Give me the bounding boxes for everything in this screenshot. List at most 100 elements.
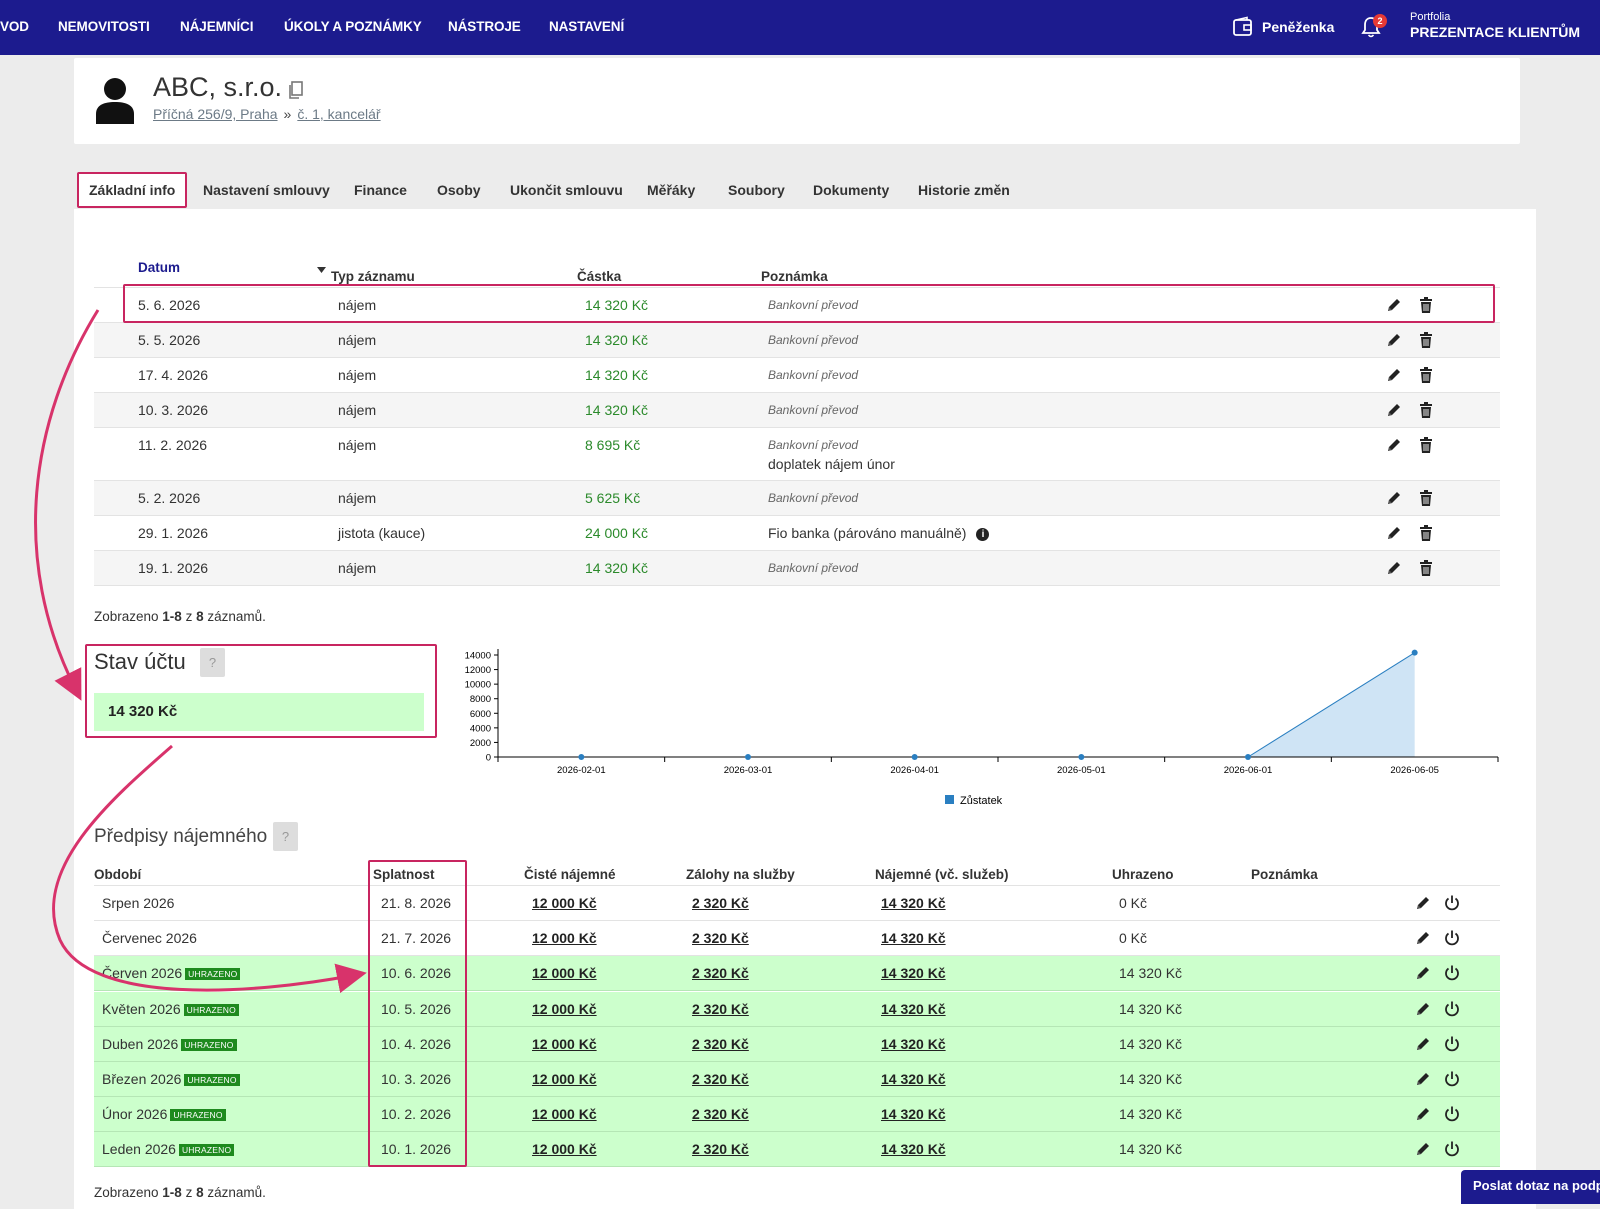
prescriptions-help-button[interactable]: ? — [273, 822, 298, 851]
delete-icon[interactable] — [1417, 436, 1435, 454]
net-rent-link[interactable]: 12 000 Kč — [532, 895, 597, 911]
prescription-due-date: 10. 3. 2026 — [381, 1071, 452, 1087]
total-rent-link[interactable]: 14 320 Kč — [881, 930, 946, 947]
power-icon[interactable] — [1443, 1035, 1461, 1053]
edit-icon[interactable] — [1414, 1000, 1432, 1018]
total-rent-link[interactable]: 14 320 Kč — [881, 895, 946, 911]
support-button[interactable]: Poslat dotaz na podporu — [1461, 1170, 1600, 1204]
edit-icon[interactable] — [1414, 894, 1432, 912]
service-advance-link[interactable]: 2 320 Kč — [692, 895, 749, 911]
page-title: ABC, s.r.o. — [153, 72, 283, 102]
copy-icon[interactable] — [287, 80, 305, 100]
info-icon[interactable]: i — [976, 528, 990, 541]
delete-icon[interactable] — [1417, 524, 1435, 542]
delete-icon[interactable] — [1417, 401, 1435, 419]
service-advance-link[interactable]: 2 320 Kč — [692, 1035, 749, 1052]
payment-date: 10. 3. 2026 — [138, 402, 209, 418]
nav-item-tools[interactable]: NÁSTROJE — [448, 19, 521, 34]
tab-files[interactable]: Soubory — [728, 182, 785, 198]
edit-icon[interactable] — [1385, 296, 1403, 314]
net-rent-link[interactable]: 12 000 Kč — [532, 930, 597, 947]
net-rent-link[interactable]: 12 000 Kč — [532, 1141, 597, 1158]
column-header-service-advance: Zálohy na služby — [686, 867, 795, 882]
edit-icon[interactable] — [1385, 489, 1403, 507]
period-label: Duben 2026 — [102, 1035, 179, 1052]
total-rent-link[interactable]: 14 320 Kč — [881, 1106, 946, 1123]
delete-icon[interactable] — [1417, 559, 1435, 577]
net-rent-link[interactable]: 12 000 Kč — [532, 1106, 597, 1123]
edit-icon[interactable] — [1414, 964, 1432, 982]
delete-icon[interactable] — [1417, 366, 1435, 384]
delete-icon[interactable] — [1417, 331, 1435, 349]
column-header-type[interactable]: Typ záznamu — [331, 269, 415, 284]
nav-item-properties[interactable]: NEMOVITOSTI — [58, 19, 150, 34]
delete-icon[interactable] — [1417, 489, 1435, 507]
notifications-button[interactable]: 2 — [1360, 14, 1387, 41]
edit-icon[interactable] — [1385, 366, 1403, 384]
service-advance-link[interactable]: 2 320 Kč — [692, 1071, 749, 1087]
nav-item-tenants[interactable]: NÁJEMNÍCI — [180, 19, 254, 34]
payment-amount: 14 320 Kč — [585, 297, 649, 313]
portfolio-selector[interactable]: Portfolia PREZENTACE KLIENTŮM — [1410, 11, 1580, 40]
tab-contract-settings[interactable]: Nastavení smlouvy — [203, 182, 330, 198]
tab-history[interactable]: Historie změn — [918, 182, 1010, 198]
tab-persons[interactable]: Osoby — [437, 182, 481, 198]
edit-icon[interactable] — [1385, 401, 1403, 419]
edit-icon[interactable] — [1414, 1140, 1432, 1158]
service-advance-link[interactable]: 2 320 Kč — [692, 1000, 749, 1017]
tab-meters[interactable]: Měřáky — [647, 182, 696, 198]
tab-finance[interactable]: Finance — [354, 182, 407, 198]
nav-item-settings[interactable]: NASTAVENÍ — [549, 19, 625, 34]
total-rent-link[interactable]: 14 320 Kč — [881, 965, 946, 982]
payment-method: Bankovní převod — [768, 438, 859, 452]
account-help-button[interactable]: ? — [200, 648, 225, 677]
prescription-period: Červen 2026 UHRAZENO — [102, 965, 241, 981]
column-header-amount[interactable]: Částka — [577, 269, 622, 284]
power-icon[interactable] — [1443, 964, 1461, 982]
edit-icon[interactable] — [1414, 1070, 1432, 1088]
power-icon[interactable] — [1443, 1070, 1461, 1088]
net-rent-link[interactable]: 12 000 Kč — [532, 1000, 597, 1017]
edit-icon[interactable] — [1385, 559, 1403, 577]
prescription-period: Únor 2026 UHRAZENO — [102, 1106, 226, 1122]
edit-icon[interactable] — [1414, 929, 1432, 947]
column-header-date[interactable]: Datum — [138, 260, 181, 275]
power-icon[interactable] — [1443, 894, 1461, 912]
summary-range: 1-8 — [162, 609, 182, 624]
breadcrumb-unit-link[interactable]: č. 1, kancelář — [297, 106, 381, 122]
net-rent-link[interactable]: 12 000 Kč — [532, 965, 597, 982]
edit-icon[interactable] — [1385, 436, 1403, 454]
tab-documents[interactable]: Dokumenty — [813, 182, 890, 198]
tab-basic-info[interactable]: Základní info — [77, 172, 188, 208]
delete-icon[interactable] — [1417, 296, 1435, 314]
payments-summary: Zobrazeno 1-8 z 8 záznamů. — [94, 609, 266, 624]
service-advance-link[interactable]: 2 320 Kč — [692, 965, 749, 982]
net-rent-link[interactable]: 12 000 Kč — [532, 1071, 597, 1087]
edit-icon[interactable] — [1414, 1035, 1432, 1053]
power-icon[interactable] — [1443, 929, 1461, 947]
breadcrumb-address-link[interactable]: Příčná 256/9, Praha — [153, 106, 278, 122]
service-advance-link[interactable]: 2 320 Kč — [692, 1141, 749, 1158]
table-row: 19. 1. 2026 nájem 14 320 Kč Bankovní převod — [94, 551, 1500, 586]
service-advance-link[interactable]: 2 320 Kč — [692, 1106, 749, 1123]
edit-icon[interactable] — [1385, 331, 1403, 349]
paid-badge: UHRAZENO — [170, 1109, 226, 1122]
total-rent-link[interactable]: 14 320 Kč — [881, 1000, 946, 1017]
net-rent-link[interactable]: 12 000 Kč — [532, 1035, 597, 1052]
edit-icon[interactable] — [1385, 524, 1403, 542]
payment-method: Bankovní převod — [768, 561, 859, 575]
power-icon[interactable] — [1443, 1140, 1461, 1158]
power-icon[interactable] — [1443, 1105, 1461, 1123]
total-rent-link[interactable]: 14 320 Kč — [881, 1141, 946, 1158]
service-advance-link[interactable]: 2 320 Kč — [692, 930, 749, 947]
total-rent-link[interactable]: 14 320 Kč — [881, 1035, 946, 1052]
payment-type: nájem — [338, 560, 377, 576]
edit-icon[interactable] — [1414, 1105, 1432, 1123]
tab-terminate-contract[interactable]: Ukončit smlouvu — [510, 182, 623, 198]
breadcrumb-separator: » — [283, 106, 292, 122]
total-rent-link[interactable]: 14 320 Kč — [881, 1071, 946, 1087]
nav-item-tasks[interactable]: ÚKOLY A POZNÁMKY — [284, 19, 422, 34]
power-icon[interactable] — [1443, 1000, 1461, 1018]
nav-item-overview[interactable]: VOD — [0, 19, 29, 34]
payment-note: doplatek nájem únor — [768, 456, 895, 472]
